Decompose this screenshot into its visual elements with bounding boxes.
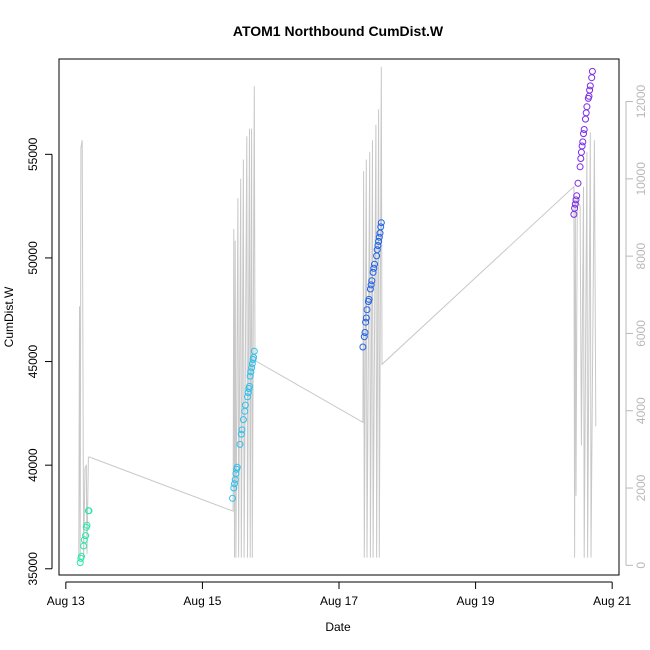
y2-tick-label: 6000: [634, 320, 648, 347]
data-point: [586, 82, 594, 90]
data-point: [360, 333, 368, 341]
x-axis: Aug 13 Aug 15 Aug 17 Aug 19 Aug 21: [47, 581, 632, 608]
data-point: [588, 74, 596, 82]
distance-line: [78, 66, 597, 558]
line-layer: [78, 66, 597, 558]
x-tick-label: Aug 13: [47, 594, 85, 608]
data-point: [377, 223, 385, 231]
y-axis-left: 35000 40000 45000 50000 55000: [26, 137, 53, 586]
data-point: [362, 318, 370, 326]
data-point: [571, 200, 579, 208]
x-tick-label: Aug 17: [320, 594, 358, 608]
data-point: [377, 219, 385, 227]
data-point: [373, 246, 381, 254]
y2-tick-label: 12000: [634, 85, 648, 119]
data-point: [363, 306, 371, 314]
x-axis-label: Date: [325, 620, 351, 634]
y-tick-label: 55000: [26, 137, 40, 171]
data-point: [573, 192, 581, 200]
data-point: [231, 480, 238, 488]
data-point: [230, 484, 238, 492]
y2-tick-label: 8000: [634, 242, 648, 269]
data-point: [572, 196, 580, 204]
data-point: [238, 426, 246, 434]
y-axis-label: CumDist.W: [2, 286, 16, 347]
data-point: [239, 416, 247, 424]
data-point: [367, 281, 375, 289]
data-point: [80, 536, 88, 544]
data-point: [246, 382, 253, 390]
y2-tick-label: 4000: [634, 397, 648, 424]
data-point: [365, 295, 373, 303]
data-point: [229, 494, 236, 502]
data-point: [580, 126, 588, 133]
x-tick-label: Aug 21: [593, 594, 631, 608]
y-axis-right: 0 2000 4000 6000 8000 10000 12000: [625, 85, 648, 569]
data-point: [78, 552, 85, 560]
data-point: [247, 368, 255, 376]
data-point: [241, 401, 249, 409]
data-point: [233, 463, 241, 471]
data-point: [248, 364, 256, 372]
data-point: [374, 242, 382, 249]
y-tick-label: 45000: [26, 345, 40, 379]
data-point: [582, 109, 590, 117]
data-point: [368, 277, 376, 285]
data-point: [246, 372, 254, 380]
data-point: [576, 163, 584, 171]
data-point: [83, 521, 91, 529]
data-point: [577, 155, 585, 162]
data-point: [82, 532, 90, 540]
chart-title: ATOM1 Northbound CumDist.W: [233, 23, 444, 39]
data-point: [359, 343, 367, 351]
data-point: [580, 130, 587, 138]
data-point: [375, 233, 383, 241]
y2-tick-label: 2000: [634, 474, 648, 501]
y2-tick-label: 10000: [634, 162, 648, 196]
data-point: [579, 138, 587, 146]
point-layer: [76, 67, 596, 567]
y-tick-label: 40000: [26, 448, 40, 482]
data-point: [588, 67, 596, 75]
data-point: [582, 115, 589, 123]
y-tick-label: 50000: [26, 241, 40, 275]
data-point: [362, 314, 370, 322]
data-point: [76, 559, 84, 567]
data-point: [237, 430, 245, 438]
data-point: [578, 142, 586, 150]
data-point: [232, 470, 240, 477]
x-tick-label: Aug 15: [183, 594, 221, 608]
data-point: [586, 86, 594, 94]
data-point: [250, 347, 258, 355]
data-point: [574, 179, 582, 187]
data-point: [369, 268, 377, 276]
data-point: [583, 103, 591, 111]
y2-tick-label: 0: [634, 562, 648, 569]
data-point: [571, 204, 579, 212]
plot-frame: [58, 58, 620, 576]
y-tick-label: 35000: [26, 552, 40, 586]
data-point: [577, 148, 585, 156]
data-point: [244, 393, 251, 401]
data-point: [375, 237, 383, 245]
data-point: [236, 440, 244, 448]
data-point: [371, 260, 378, 268]
data-point: [361, 329, 369, 336]
data-point: [366, 285, 374, 293]
data-point: [85, 507, 93, 515]
x-tick-label: Aug 19: [457, 594, 495, 608]
data-point: [370, 264, 378, 272]
